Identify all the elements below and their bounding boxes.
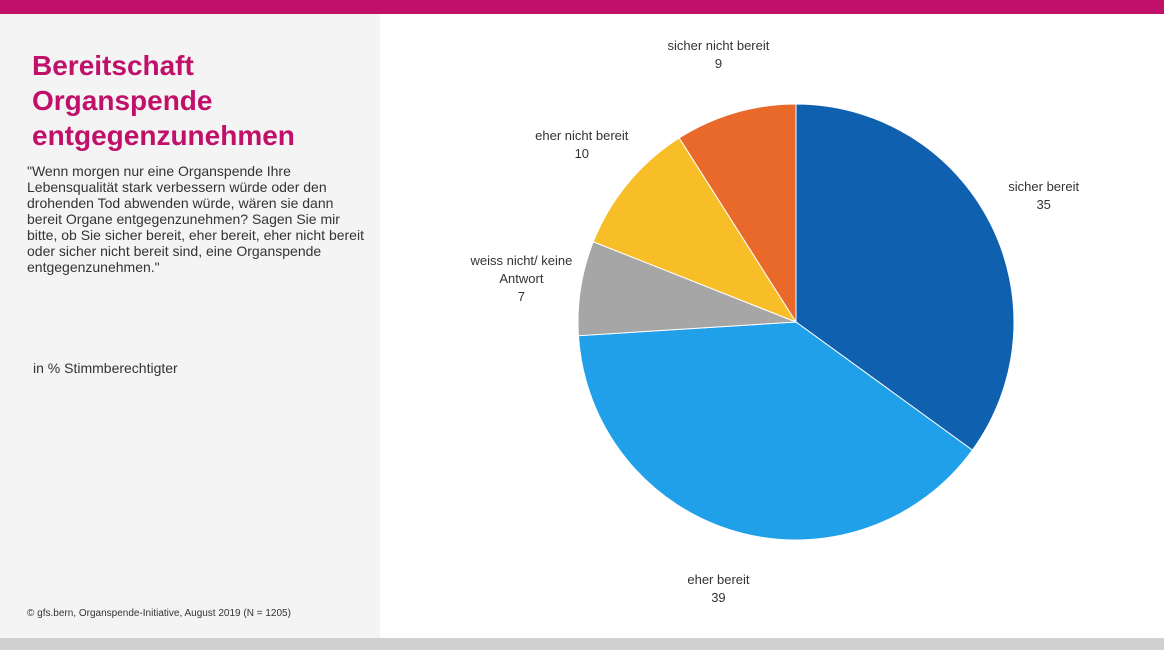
pie-slice <box>678 103 797 324</box>
chart-title: Bereitschaft Organspende entgegenzunehme… <box>32 50 295 151</box>
slice-label: eher nicht bereit 10 <box>517 127 647 163</box>
pie-slice <box>577 321 974 541</box>
slice-label: weiss nicht/ keine Antwort 7 <box>456 252 586 306</box>
top-bar <box>0 0 1164 14</box>
value-label: 7 <box>517 288 526 304</box>
pie-slice <box>592 137 798 324</box>
category-label: eher bereit <box>687 571 750 587</box>
question: "Wenn morgen nur eine Organspende Ihre L… <box>27 163 364 275</box>
category-label: sicher nicht bereit <box>667 38 770 54</box>
value-label: 10 <box>574 145 590 161</box>
category-label: eher nicht bereit <box>535 127 629 143</box>
bottom-bar <box>0 638 1164 650</box>
slice-label: sicher nicht bereit 9 <box>653 37 783 73</box>
category-label: weiss nicht/ keine Antwort <box>470 252 573 286</box>
source: © gfs.bern, Organspende-Initiative, Augu… <box>27 608 291 619</box>
unit-note: in % Stimmberechtigter <box>33 360 178 376</box>
pie-slice <box>795 103 1015 451</box>
slice-label: sicher bereit 35 <box>979 178 1109 214</box>
slice-label: eher bereit 39 <box>653 571 783 607</box>
value-label: 35 <box>1036 196 1051 212</box>
side-panel <box>0 14 380 638</box>
value-label: 39 <box>711 589 726 605</box>
category-label: sicher bereit <box>1008 178 1080 194</box>
value-label: 9 <box>714 56 723 72</box>
